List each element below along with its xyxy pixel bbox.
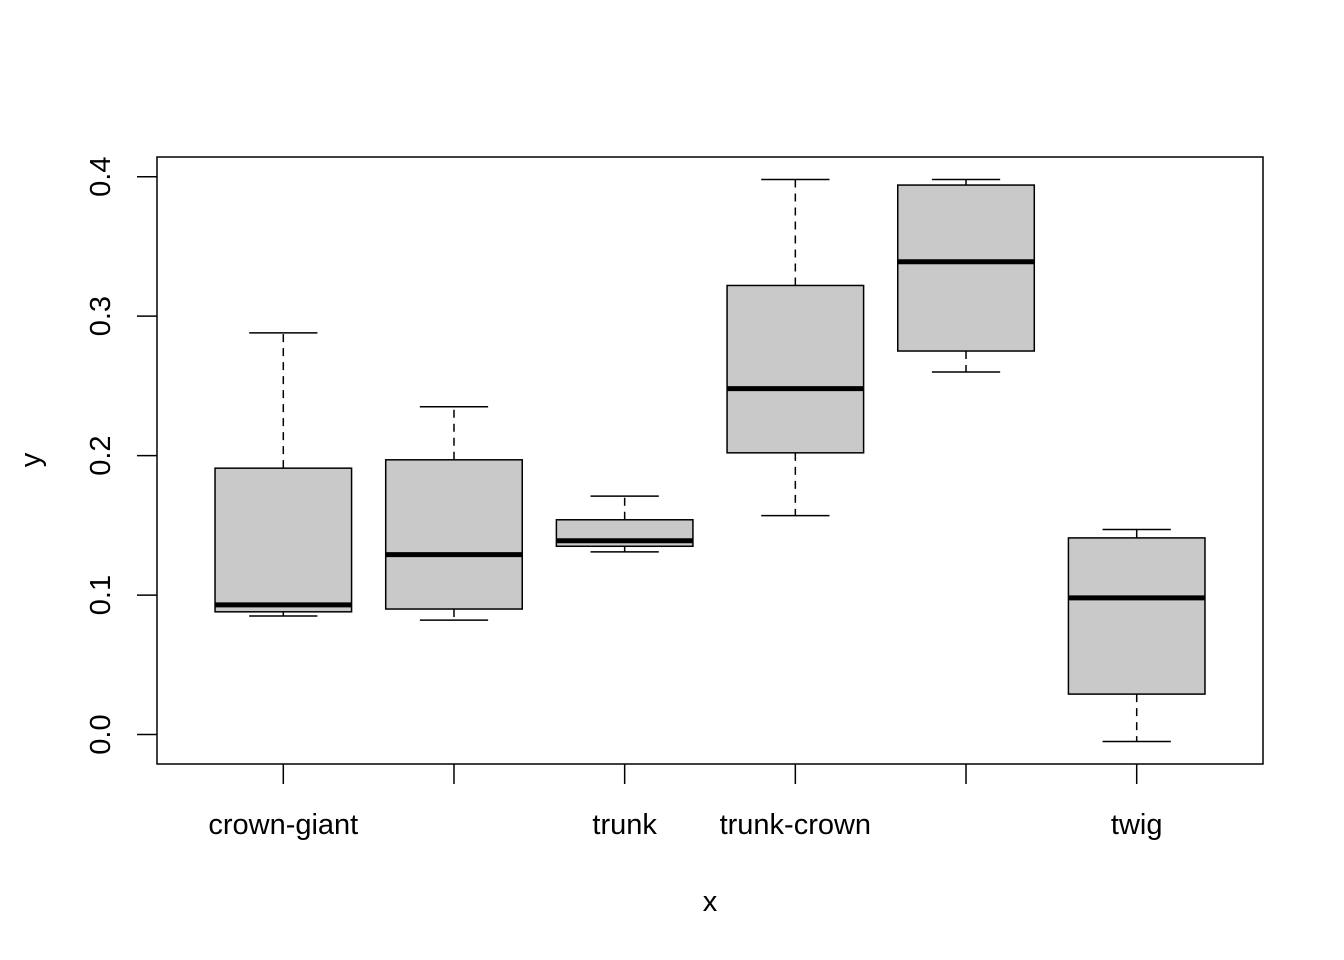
y-tick-label: 0.4: [85, 157, 117, 197]
y-tick-label: 0.2: [85, 435, 117, 475]
x-tick-label: trunk-crown: [720, 809, 872, 841]
y-tick-label: 0.3: [85, 296, 117, 336]
x-tick-label: twig: [1111, 809, 1163, 841]
box: [384, 459, 524, 610]
y-tick-label: 0.0: [85, 714, 117, 754]
y-tick-label: 0.1: [85, 575, 117, 615]
x-tick-label: trunk: [592, 809, 657, 841]
box: [896, 184, 1036, 352]
box: [1067, 537, 1206, 695]
y-axis-label: y: [15, 452, 47, 467]
box: [214, 467, 353, 613]
box: [726, 284, 865, 454]
x-tick-label: crown-giant: [208, 809, 358, 841]
x-axis-label: x: [703, 886, 718, 918]
plot-frame: [156, 156, 1264, 765]
